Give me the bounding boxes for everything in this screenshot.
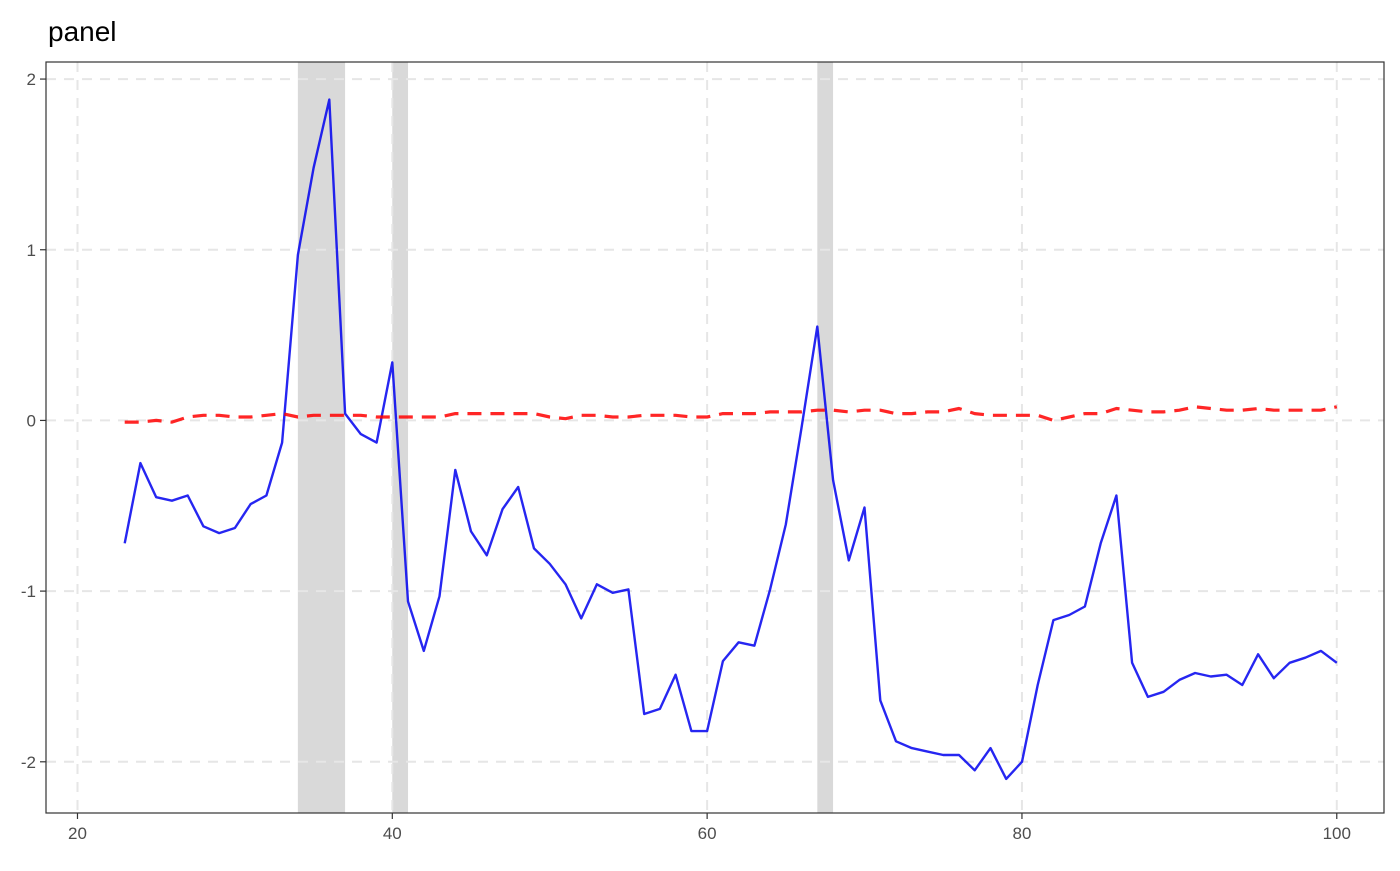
shaded-region-3 [817, 62, 834, 813]
y-tick-label: 1 [27, 241, 36, 260]
x-tick-label: 60 [698, 824, 717, 843]
gridlines [46, 62, 1384, 813]
x-tick-label: 40 [383, 824, 402, 843]
y-tick-label: -1 [21, 582, 36, 601]
x-tick-label: 80 [1012, 824, 1031, 843]
y-tick-label: 0 [27, 411, 36, 430]
axes: 20 40 60 80 100 -2 -1 0 1 2 [21, 70, 1351, 843]
y-tick-label: 2 [27, 70, 36, 89]
shaded-region-1 [297, 62, 346, 813]
series-lines [123, 98, 1338, 781]
plot-panel-border [45, 61, 1385, 814]
series-line-2 [124, 405, 1338, 424]
y-tick-label: -2 [21, 753, 36, 772]
series-line-1 [123, 98, 1338, 781]
x-tick-label: 100 [1323, 824, 1351, 843]
x-tick-label: 20 [68, 824, 87, 843]
shaded-region-2 [392, 62, 409, 813]
chart-title: panel [48, 16, 117, 47]
